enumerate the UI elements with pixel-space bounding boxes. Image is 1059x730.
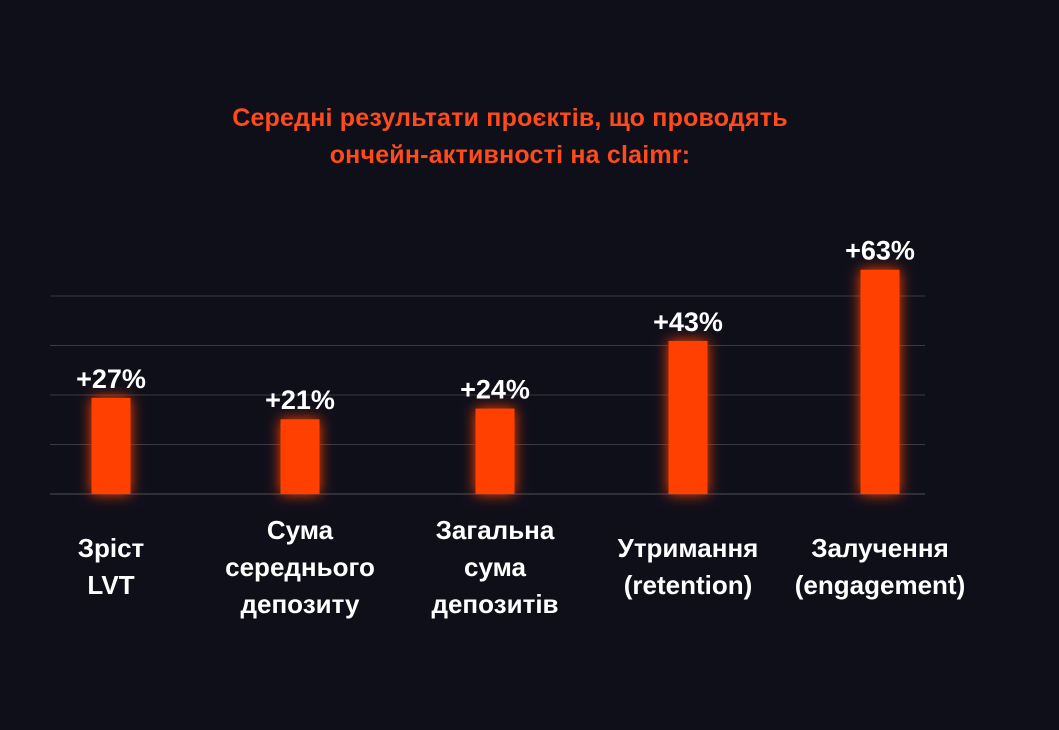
data-label: +43% [653,307,723,337]
category-label-line: (retention) [623,570,753,600]
bars [91,269,900,494]
category-label: Сума середнього депозиту [200,512,400,623]
data-label: +63% [845,236,915,266]
category-label-line: (engagement) [794,570,966,600]
data-label: +24% [460,375,530,405]
data-labels: +27% +21% +24% +43% +63% [76,236,915,416]
chart-title-line-2: ончейн-активності на claimr: [329,141,691,169]
bar [280,419,320,494]
data-label: +27% [76,364,146,394]
chart-title-line-1: Середні результати проєктів, що проводят… [232,104,788,132]
category-label-line: Сума [266,515,334,545]
category-label-line: Загальна [435,515,555,545]
category-label-line: депозиту [240,589,360,619]
category-label: Залучення (engagement) [780,530,980,604]
category-label-line: Зріст [77,533,145,563]
category-label-line: депозитів [431,589,559,619]
category-label-line: Утримання [617,533,759,563]
category-label-line: LVT [87,570,135,600]
category-label-line: середнього [225,552,375,582]
bar [668,340,708,494]
bar [91,397,131,494]
chart-title: Середні результати проєктів, що проводят… [0,100,1020,174]
bar [860,269,900,494]
category-label: Утримання (retention) [588,530,788,604]
category-label: Загальна сума депозитів [395,512,595,623]
data-label: +21% [265,385,335,415]
bar [475,408,515,494]
category-label-line: сума [464,552,526,582]
category-label: Зріст LVT [11,530,211,604]
category-label-line: Залучення [811,533,949,563]
